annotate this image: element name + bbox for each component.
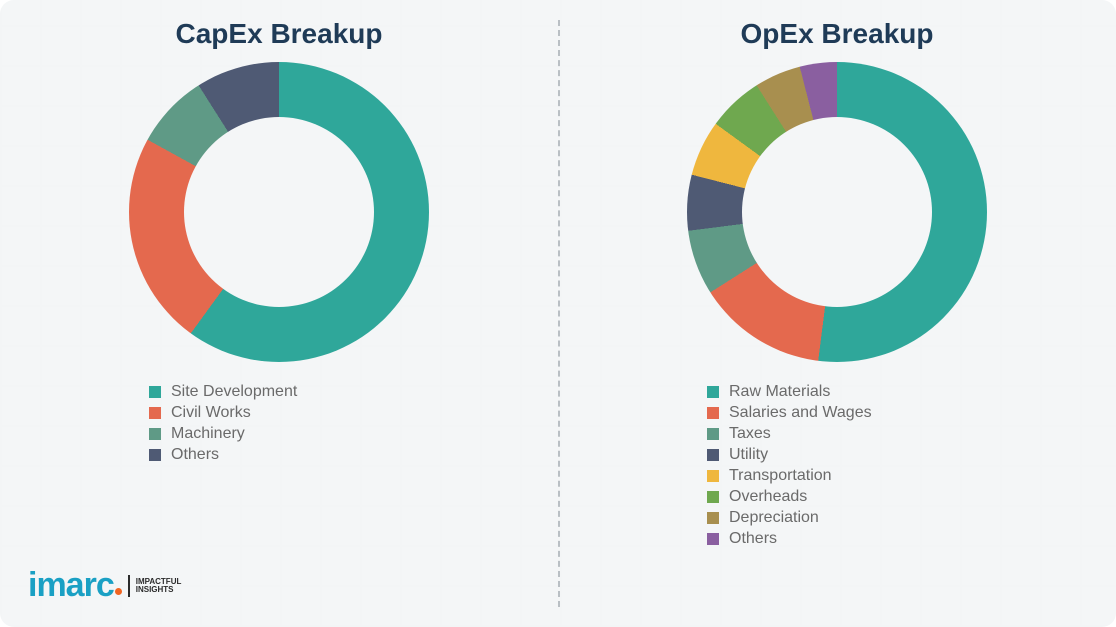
legend-item: Civil Works [149, 404, 409, 422]
legend-item: Taxes [707, 425, 967, 443]
logo-dot-icon [115, 588, 122, 595]
opex-donut-wrap [687, 62, 987, 362]
legend-item: Others [149, 446, 409, 464]
legend-swatch [149, 428, 161, 440]
logo-tag-bottom: INSIGHTS [136, 586, 182, 594]
donut-hole [742, 117, 932, 307]
legend-label: Others [729, 530, 777, 548]
legend-item: Site Development [149, 383, 409, 401]
opex-legend: Raw Materials Salaries and Wages Taxes Util… [707, 380, 967, 551]
legend-item: Salaries and Wages [707, 404, 967, 422]
opex-title: OpEx Breakup [558, 18, 1116, 50]
logo-mark: imarc [28, 566, 122, 605]
legend-label: Raw Materials [729, 383, 830, 401]
brand-logo: imarc IMPACTFUL INSIGHTS [28, 566, 181, 605]
legend-swatch [707, 386, 719, 398]
legend-item: Overheads [707, 488, 967, 506]
legend-swatch [707, 491, 719, 503]
legend-item: Raw Materials [707, 383, 967, 401]
legend-swatch [707, 407, 719, 419]
legend-swatch [149, 449, 161, 461]
legend-swatch [707, 449, 719, 461]
legend-label: Utility [729, 446, 768, 464]
legend-label: Salaries and Wages [729, 404, 872, 422]
logo-tagline: IMPACTFUL INSIGHTS [136, 578, 182, 594]
capex-legend: Site Development Civil Works Machinery Othe… [149, 380, 409, 467]
legend-label: Overheads [729, 488, 807, 506]
page-root: CapEx Breakup Site Development Civil Work… [0, 0, 1116, 627]
legend-item: Others [707, 530, 967, 548]
legend-item: Utility [707, 446, 967, 464]
capex-title: CapEx Breakup [0, 18, 558, 50]
opex-panel: OpEx Breakup Raw Materials Salaries and W… [558, 0, 1116, 627]
legend-label: Machinery [171, 425, 245, 443]
legend-label: Taxes [729, 425, 771, 443]
legend-label: Site Development [171, 383, 297, 401]
legend-label: Depreciation [729, 509, 819, 527]
legend-item: Transportation [707, 467, 967, 485]
legend-swatch [707, 428, 719, 440]
legend-label: Others [171, 446, 219, 464]
legend-item: Machinery [149, 425, 409, 443]
legend-swatch [707, 470, 719, 482]
legend-swatch [707, 512, 719, 524]
legend-item: Depreciation [707, 509, 967, 527]
donut-hole [184, 117, 374, 307]
legend-label: Transportation [729, 467, 832, 485]
capex-panel: CapEx Breakup Site Development Civil Work… [0, 0, 558, 627]
opex-donut [687, 62, 987, 362]
legend-swatch [149, 386, 161, 398]
capex-donut-wrap [129, 62, 429, 362]
legend-label: Civil Works [171, 404, 251, 422]
legend-swatch [149, 407, 161, 419]
logo-wordmark: imarc [28, 566, 114, 604]
legend-swatch [707, 533, 719, 545]
logo-separator [128, 575, 130, 597]
capex-donut [129, 62, 429, 362]
